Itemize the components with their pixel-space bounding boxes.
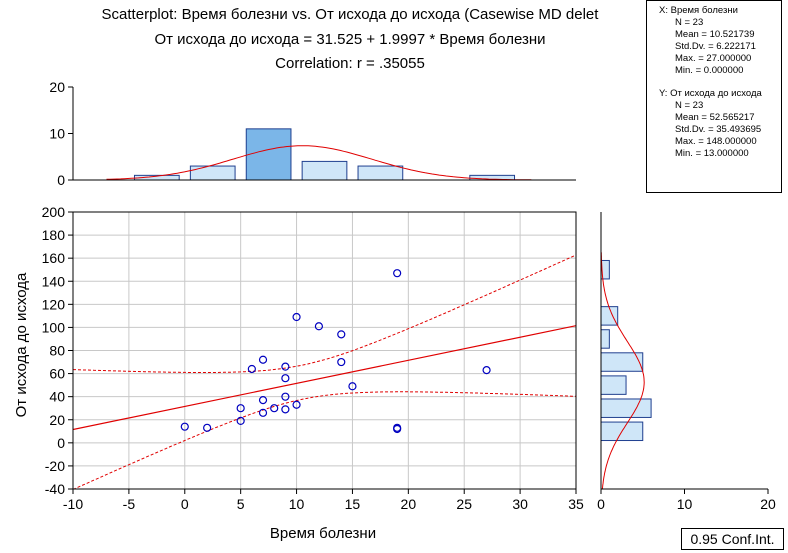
correlation-label: Correlation: r = .35055 [275,55,425,72]
data-point [203,423,212,432]
y-mean: Mean = 52.565217 [675,112,755,123]
x-min: Min. = 0.000000 [675,65,744,76]
confidence-interval-badge: 0.95 Conf.Int. [681,528,784,550]
data-point [337,357,346,367]
x-mean: Mean = 10.521739 [675,29,755,40]
x-tick-label: 5 [237,496,245,512]
x-histogram-panel: 0 10 20 [49,79,576,188]
xhist-bar [357,165,404,181]
y-tick-label: 140 [42,273,66,289]
data-point [482,366,491,375]
x-tick-label: -5 [123,496,136,512]
x-tick-label: 20 [401,496,417,512]
x-std-dev: Std.Dv. = 6.222171 [675,41,756,52]
xhist-bar [189,165,236,181]
x-tick-label: 35 [568,496,584,512]
y-std-dev: Std.Dv. = 35.493695 [675,124,762,135]
y-tick-label: -20 [45,458,65,474]
regression-line [73,325,576,431]
yhist-x-tick-label: 10 [677,496,693,512]
data-point [281,362,290,371]
confidence-band-lower [73,391,576,489]
y-axis-label: От исхода до исхода [13,272,30,417]
data-point [393,423,402,432]
y-tick-label: 40 [49,389,65,405]
x-tick-label: 15 [345,496,361,512]
y-tick-label: 200 [42,204,66,220]
y-tick-label: 100 [42,319,66,335]
y-tick-label: 60 [49,366,65,382]
y-n: N = 23 [675,100,704,111]
yhist-bar [600,306,619,326]
data-point [337,330,346,339]
yhist-bar [600,329,610,349]
data-point [292,312,301,322]
y-tick-label: 180 [42,227,66,243]
xhist-y-tick-label: 20 [49,79,65,95]
scatter-panel: -10 -5 0 5 10 15 20 25 30 35 -40 -20 0 20 40 60 80 100 120… [42,204,584,512]
y-tick-label: 160 [42,250,66,266]
yhist-x-tick-label: 0 [597,496,605,512]
xhist-y-tick-label: 0 [57,172,65,188]
data-point [281,392,290,401]
data-point [281,374,290,383]
y-tick-label: 80 [49,343,65,359]
descriptive-stats-box: X: Время болезни N = 23 Mean = 10.521739… [646,0,782,193]
data-point [258,396,268,405]
data-point [247,364,256,374]
y-var-header: Y: От исхода до исхода [659,88,762,99]
x-var-header: X: Время болезни [659,5,738,16]
data-point [236,416,245,426]
y-tick-label: 0 [57,435,65,451]
data-point [236,404,245,413]
xhist-normal-curve [106,145,532,181]
data-point [258,355,268,364]
x-tick-label: 25 [456,496,472,512]
xhist-bar [301,160,348,181]
yhist-bar [600,375,627,395]
data-point [281,405,290,414]
data-point [314,322,324,331]
y-tick-label: -40 [45,481,65,497]
regression-equation: От исхода до исхода = 31.525 + 1.9997 * … [154,31,546,48]
x-tick-label: 0 [181,496,189,512]
x-tick-label: -10 [63,496,83,512]
data-point [292,400,301,409]
xhist-bar [245,128,292,181]
y-max: Max. = 148.000000 [675,136,757,147]
scatter-frame [72,211,577,490]
data-point [393,269,402,278]
x-n: N = 23 [675,17,704,28]
y-min: Min. = 13.000000 [675,148,749,159]
chart-title: Scatterplot: Время болезни vs. От исхода… [101,6,599,23]
yhist-normal-curve [600,252,645,490]
y-histogram-panel: 0 10 20 [597,212,776,512]
yhist-x-tick-label: 20 [760,496,776,512]
x-axis-label: Время болезни [270,525,376,542]
data-point [348,382,357,391]
data-point [258,408,268,417]
y-tick-label: 20 [49,412,65,428]
data-point [180,422,189,431]
confidence-band-upper [73,254,576,373]
y-tick-label: 120 [42,296,66,312]
x-tick-label: 10 [289,496,305,512]
xhist-y-tick-label: 10 [49,126,65,142]
x-max: Max. = 27.000000 [675,53,752,64]
yhist-bar [600,398,652,418]
x-tick-label: 30 [512,496,528,512]
data-point [270,404,279,413]
